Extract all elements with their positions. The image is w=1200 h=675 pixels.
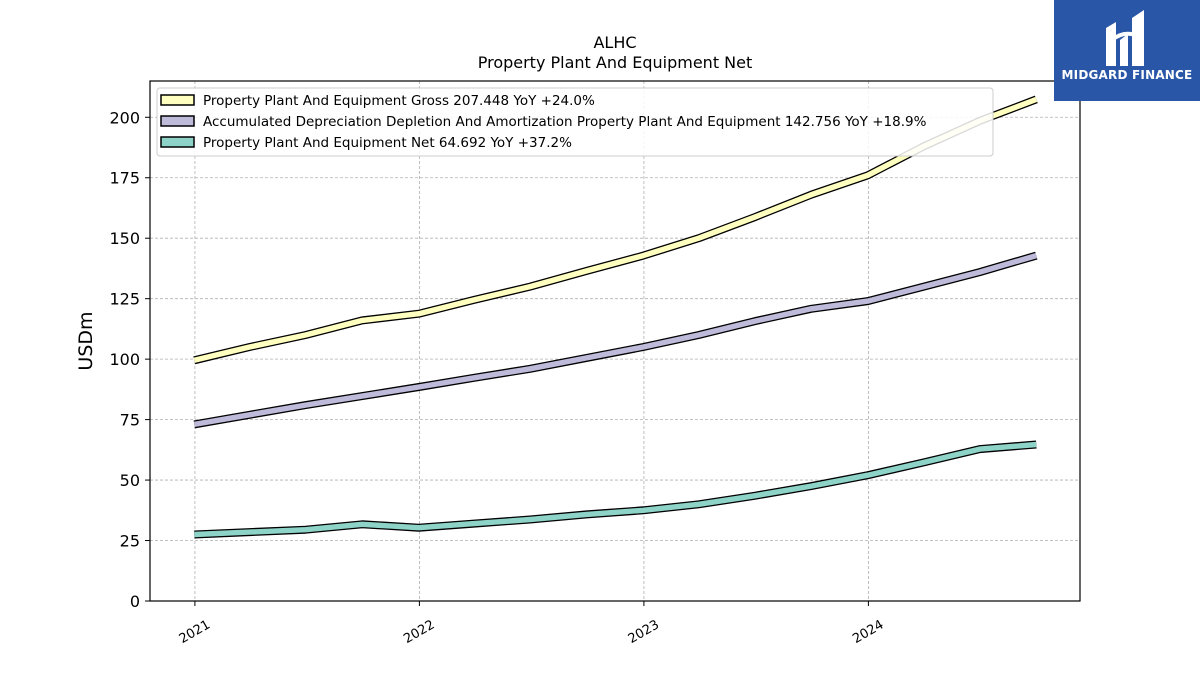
legend-swatch bbox=[160, 115, 195, 127]
y-tick-label: 175 bbox=[109, 169, 140, 188]
y-tick-label: 0 bbox=[130, 592, 140, 611]
chart-title: ALHC bbox=[593, 33, 636, 52]
legend-entry: Property Plant And Equipment Net 64.692 … bbox=[203, 135, 572, 151]
y-tick-label: 100 bbox=[109, 350, 140, 369]
x-tick-label: 2024 bbox=[850, 617, 886, 647]
legend: Property Plant And Equipment Gross 207.4… bbox=[156, 87, 994, 157]
x-axis-ticks: 2021 2022 2023 2024 bbox=[177, 601, 886, 647]
series-line bbox=[193, 95, 1038, 365]
series-line bbox=[194, 440, 1037, 539]
series-lines bbox=[193, 95, 1038, 539]
brand-logo: MIDGARD FINANCE bbox=[1054, 0, 1200, 101]
y-tick-label: 75 bbox=[120, 411, 140, 430]
x-tick-label: 2022 bbox=[401, 617, 437, 647]
legend-entry: Property Plant And Equipment Gross 207.4… bbox=[203, 93, 595, 109]
chart-subtitle: Property Plant And Equipment Net bbox=[478, 53, 753, 72]
brand-name: MIDGARD FINANCE bbox=[1061, 68, 1193, 82]
y-tick-label: 150 bbox=[109, 229, 140, 248]
legend-swatch bbox=[160, 136, 195, 148]
legend-swatch bbox=[160, 94, 195, 106]
y-tick-label: 25 bbox=[120, 532, 140, 551]
y-axis-ticks: 0 25 50 75 100 125 150 175 200 bbox=[109, 108, 150, 611]
plot-area-frame bbox=[149, 80, 1081, 602]
series-line bbox=[193, 251, 1038, 429]
legend-box bbox=[156, 87, 994, 157]
x-tick-label: 2021 bbox=[177, 617, 213, 647]
y-tick-label: 200 bbox=[109, 108, 140, 127]
y-tick-label: 50 bbox=[120, 471, 140, 490]
y-tick-label: 125 bbox=[109, 290, 140, 309]
y-axis-label: USDm bbox=[75, 311, 97, 370]
legend-entry: Accumulated Depreciation Depletion And A… bbox=[203, 114, 927, 130]
x-tick-label: 2023 bbox=[626, 617, 662, 647]
midgard-logo-icon bbox=[1106, 10, 1144, 66]
